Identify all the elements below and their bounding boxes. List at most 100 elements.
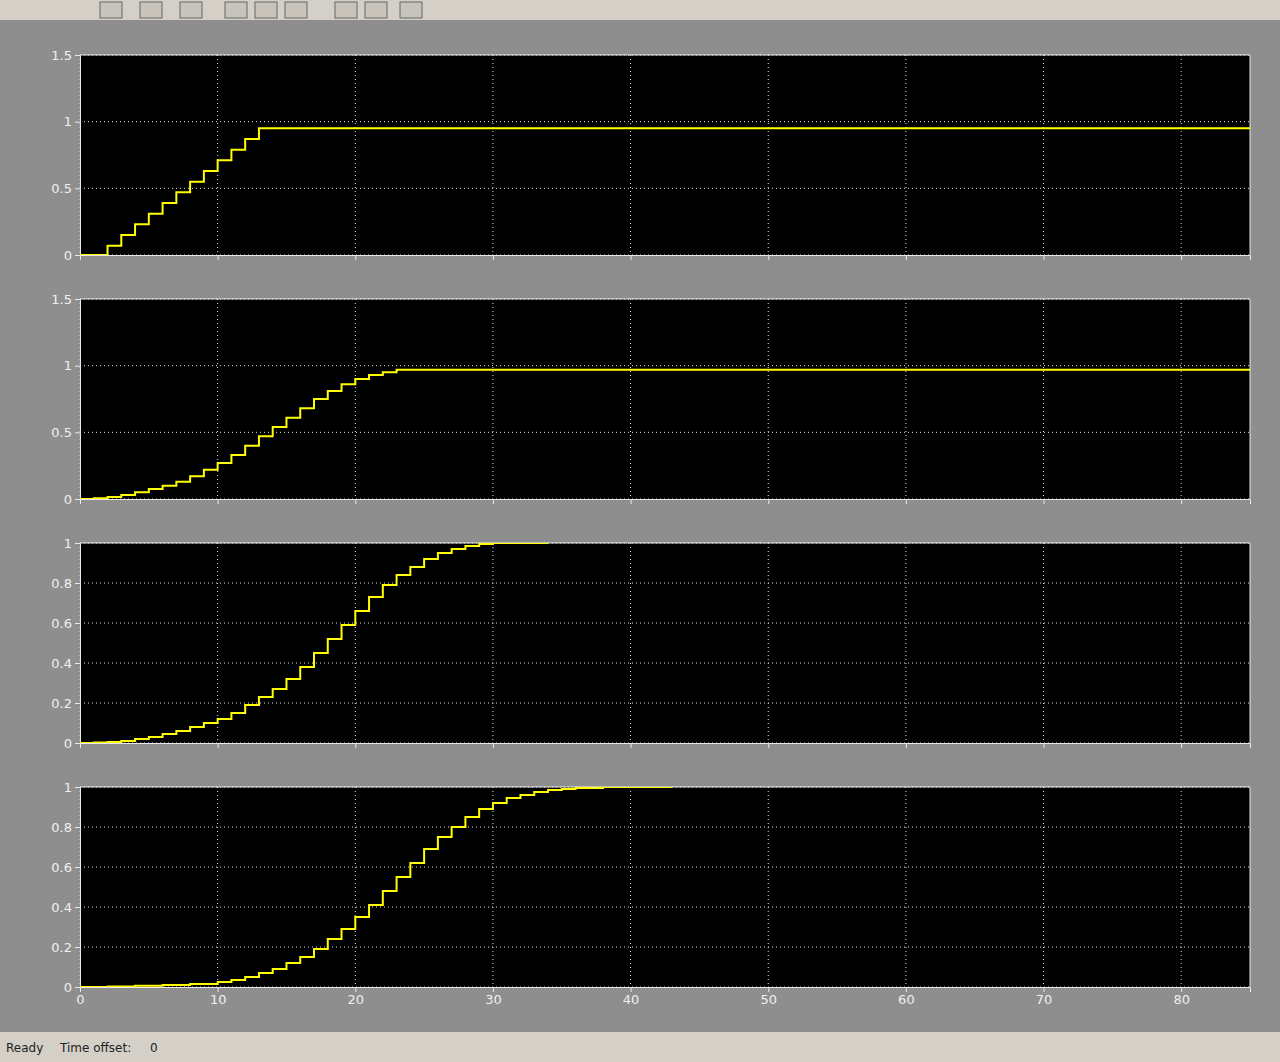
tick: 0 <box>76 987 84 1007</box>
tick <box>1181 499 1182 504</box>
tick: 0.8 <box>51 576 80 591</box>
tick-label: 0.2 <box>51 940 72 955</box>
tick: 0.6 <box>51 616 80 631</box>
tick <box>218 499 219 504</box>
tick <box>906 499 907 504</box>
grid-line-y <box>80 365 1250 366</box>
tick: 0.6 <box>51 860 80 875</box>
plot-area <box>80 55 1250 255</box>
tick-label: 0.5 <box>51 181 72 196</box>
tick: 0 <box>64 736 80 751</box>
tick-mark <box>1044 255 1045 260</box>
grid-line-x <box>905 55 906 255</box>
tick-mark <box>75 743 80 744</box>
axis-line <box>75 300 81 500</box>
tick: 80 <box>1173 987 1190 1007</box>
grid-line-y <box>80 623 1250 624</box>
tick-mark <box>75 299 80 300</box>
grid-line-x <box>355 55 356 255</box>
grid-line-y <box>80 432 1250 433</box>
toolbar-button[interactable] <box>365 2 387 18</box>
axis-line <box>81 256 1251 261</box>
grid-line-x <box>1181 299 1182 499</box>
tick <box>355 499 356 504</box>
tick: 0 <box>64 492 80 507</box>
grid <box>80 543 1250 743</box>
grid-line-x <box>768 543 769 743</box>
grid-line-y <box>80 583 1250 584</box>
grid-line-x <box>630 787 631 987</box>
tick-mark <box>355 255 356 260</box>
tick-mark <box>906 255 907 260</box>
tick-mark <box>1044 743 1045 748</box>
tick <box>218 255 219 260</box>
tick-mark <box>1044 499 1045 504</box>
signal-line <box>80 370 1250 499</box>
series-group <box>80 128 1250 255</box>
tick-mark <box>355 499 356 504</box>
grid-line-y <box>80 299 1250 300</box>
axis-line <box>81 744 1251 749</box>
tick: 20 <box>348 987 365 1007</box>
tick-mark <box>75 122 80 123</box>
tick-label: 0.8 <box>51 820 72 835</box>
tick <box>218 743 219 748</box>
tick-mark <box>768 255 769 260</box>
axis-line <box>75 56 81 256</box>
grid-line-x <box>217 55 218 255</box>
tick-label: 60 <box>898 992 915 1007</box>
tick: 0.8 <box>51 820 80 835</box>
tick-label: 0.4 <box>51 656 72 671</box>
tick-label: 1 <box>64 114 72 129</box>
grid-line-x <box>768 55 769 255</box>
grid-line-y <box>80 188 1250 189</box>
tick-label: 0.6 <box>51 860 72 875</box>
plot-area <box>80 543 1250 743</box>
tick: 0.4 <box>51 900 80 915</box>
toolbar-button[interactable] <box>255 2 277 18</box>
tick-mark <box>631 743 632 748</box>
grid-line-y <box>80 827 1250 828</box>
y-axis: 00.511.5 <box>51 292 80 507</box>
tick-label: 0.6 <box>51 616 72 631</box>
grid-line-x <box>355 787 356 987</box>
toolbar-button[interactable] <box>335 2 357 18</box>
toolbar-button[interactable] <box>285 2 307 18</box>
plot-area <box>80 299 1250 499</box>
tick <box>355 743 356 748</box>
toolbar-button[interactable] <box>100 2 122 18</box>
tick-mark <box>75 188 80 189</box>
frame <box>1250 299 1251 499</box>
tick <box>768 255 769 260</box>
grid-line-x <box>492 55 493 255</box>
tick <box>1044 255 1045 260</box>
grid-line-y <box>80 543 1250 544</box>
grid <box>80 787 1250 987</box>
axis-line <box>75 788 81 988</box>
tick-label: 0.5 <box>51 425 72 440</box>
grid-line-x <box>768 299 769 499</box>
frame <box>80 55 1250 56</box>
toolbar-button[interactable] <box>225 2 247 18</box>
frame <box>1250 787 1251 987</box>
axis-line <box>81 500 1251 505</box>
tick-mark <box>906 499 907 504</box>
y-axis: 00.20.40.60.81 <box>51 780 80 995</box>
signal-line <box>80 128 1250 255</box>
grid-line-x <box>1043 543 1044 743</box>
toolbar-background <box>0 0 1280 20</box>
tick-mark <box>218 499 219 504</box>
tick: 1.5 <box>51 292 80 307</box>
toolbar-button[interactable] <box>180 2 202 18</box>
grid-line-x <box>355 299 356 499</box>
time-offset-value: 0 <box>150 1041 158 1055</box>
frame <box>80 543 1250 544</box>
x-axis: 01020304050607080 <box>76 987 1250 1007</box>
tick-mark <box>493 255 494 260</box>
series-group <box>80 370 1250 499</box>
tick: 1.5 <box>51 48 80 63</box>
tick-mark <box>75 787 80 788</box>
grid-line-x <box>630 299 631 499</box>
toolbar-button[interactable] <box>140 2 162 18</box>
toolbar-button[interactable] <box>400 2 422 18</box>
